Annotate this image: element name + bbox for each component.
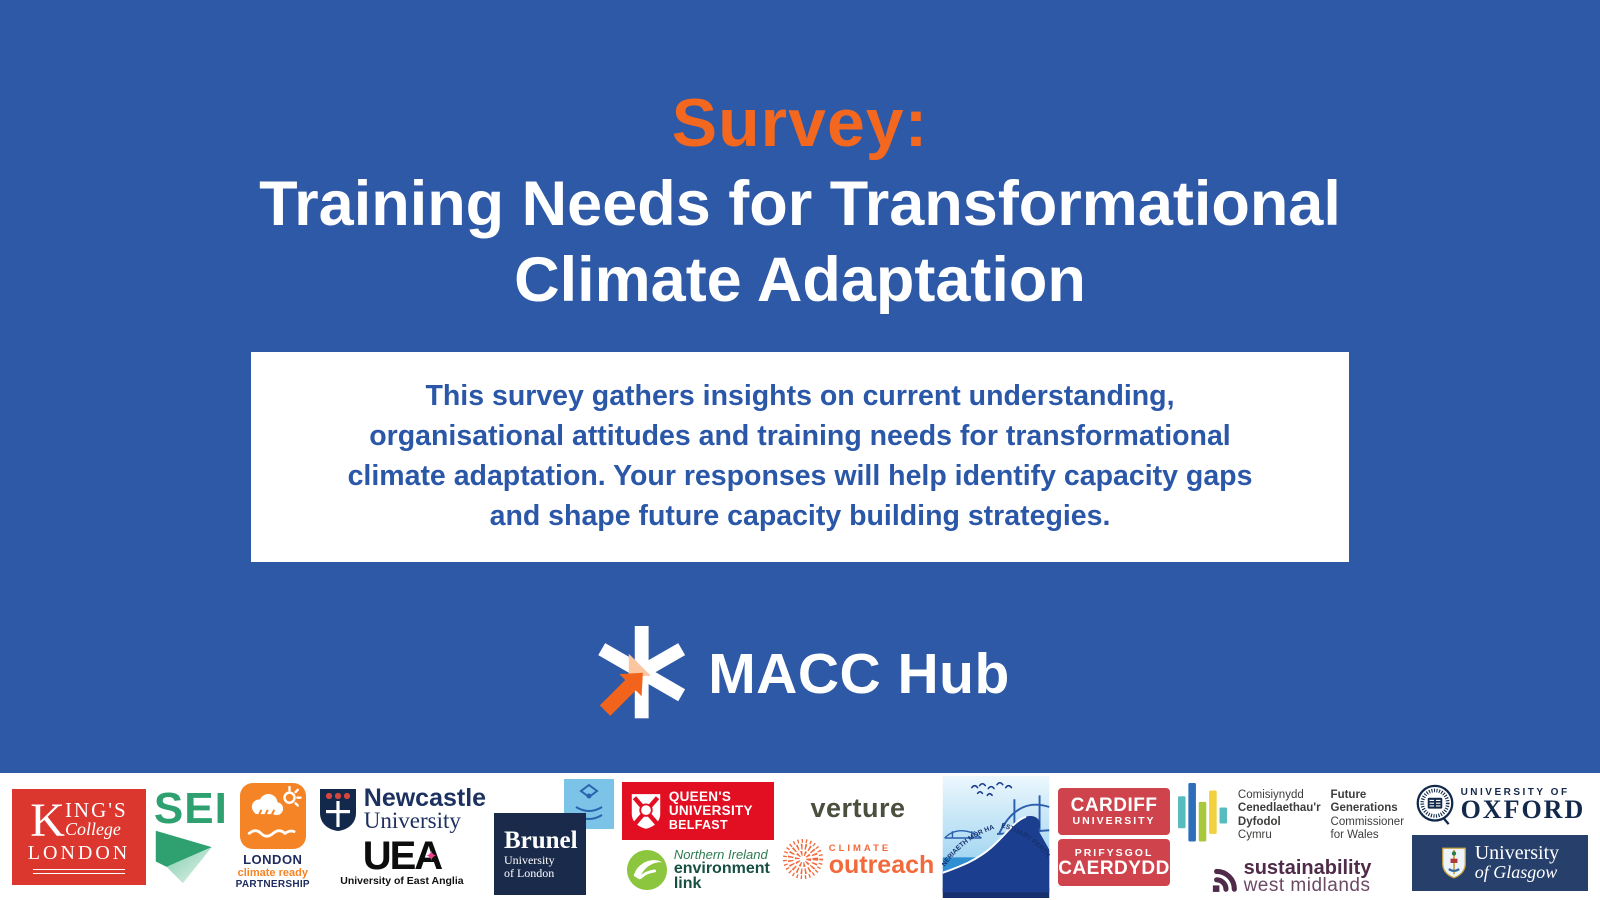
cardiff-university-word: UNIVERSITY <box>1072 814 1156 827</box>
newcastle-university-word: University <box>363 808 461 833</box>
survey-kicker: Survey: <box>671 85 929 161</box>
logo-newcastle-university: Newcastle University <box>318 784 487 833</box>
logo-column-newcastle-uea: Newcastle University UEA ✦ University of… <box>318 784 487 887</box>
glasgow-of-glasgow: of Glasgow <box>1474 862 1558 882</box>
niel-leaf-circle-icon <box>626 849 667 890</box>
brunel-navy-box: Brunel University of London <box>493 812 586 895</box>
sei-wordmark: SEI <box>153 783 228 833</box>
qub-shield-icon <box>631 794 661 829</box>
fgc-bars-icon <box>1177 782 1227 841</box>
description-line: This survey gathers insights on current … <box>425 380 1175 412</box>
page-title: Training Needs for Transformational Clim… <box>0 166 1600 318</box>
fgc-english-line: for Wales <box>1330 829 1379 841</box>
kcl-kings-line: K ING'S College <box>30 793 128 847</box>
logo-future-generations-commissioner: Comisiynydd Cenedlaethau'r Dyfodol Cymru… <box>1177 779 1405 853</box>
logo-university-of-oxford: UNIVERSITY OF OXFORD <box>1415 783 1586 827</box>
fgc-welsh-line: Cenedlaethau'r <box>1237 802 1321 814</box>
niel-northern-ireland: Northern Ireland <box>673 847 768 862</box>
glasgow-university-word: University <box>1474 842 1560 864</box>
swm-sustainability: sustainability <box>1243 856 1372 879</box>
logo-column-verture-climate-outreach: verture CLIMATE outreach <box>782 793 935 880</box>
oxford-name: OXFORD <box>1460 795 1586 824</box>
oxford-crest-icon <box>1416 784 1453 825</box>
logo-verture: verture <box>810 793 906 823</box>
kcl-double-rule <box>33 868 125 874</box>
cardiff-caerdydd: CAERDYDD <box>1058 857 1170 879</box>
cardiff-welsh-box: PRIFYSGOL CAERDYDD <box>1058 838 1171 886</box>
qub-university: UNIVERSITY <box>668 803 753 818</box>
fgc-english-line: Future <box>1330 788 1367 801</box>
logo-uea: UEA ✦ University of East Anglia <box>340 833 464 887</box>
logo-sustainability-west-midlands: sustainability west midlands <box>1211 856 1372 896</box>
fgc-english-line: Commissioner <box>1330 815 1405 828</box>
partner-logo-strip: K ING'S College LONDON SEI <box>0 773 1600 900</box>
oxford-university-of: UNIVERSITY OF <box>1460 787 1570 798</box>
logo-sei: SEI <box>153 783 228 885</box>
fgc-welsh-line: Comisiynydd <box>1237 788 1304 801</box>
logo-column-qub-niel: QUEEN'S UNIVERSITY BELFAST Northern Irel… <box>621 782 774 892</box>
niel-environment: environment <box>673 860 770 877</box>
logo-cardiff-university: CARDIFF UNIVERSITY PRIFYSGOL CAERDYDD <box>1058 787 1171 886</box>
cardiff-prifysgol: PRIFYSGOL <box>1074 846 1154 859</box>
logo-ni-environment-link: Northern Ireland environment link <box>626 847 770 892</box>
logo-queens-university-belfast: QUEEN'S UNIVERSITY BELFAST <box>621 782 774 840</box>
cardiff-name: CARDIFF <box>1070 794 1158 816</box>
description-line: climate adaptation. Your responses will … <box>347 460 1253 492</box>
kcl-london: LONDON <box>27 841 131 864</box>
logo-climate-outreach: CLIMATE outreach <box>782 838 935 880</box>
cardiff-english-box: CARDIFF UNIVERSITY <box>1058 787 1171 835</box>
sei-swoosh-icon <box>155 830 212 883</box>
lcrp-weather-map-icon <box>239 783 306 849</box>
fgc-welsh-text: Comisiynydd Cenedlaethau'r Dyfodol Cymru <box>1238 789 1321 843</box>
newcastle-name: Newcastle <box>363 784 487 812</box>
niel-link: link <box>673 875 702 892</box>
logo-university-of-glasgow: University of Glasgow <box>1411 834 1588 891</box>
description-line: organisational attitudes and training ne… <box>369 420 1231 452</box>
macc-hub-asterisk-icon <box>598 626 686 719</box>
climate-outreach-sunburst-icon <box>782 838 823 880</box>
climate-outreach-outreach: outreach <box>828 850 935 879</box>
severn-estuary-scene-icon: NERIAETH MÔR HAFREN ESTUARY PARTNE <box>942 775 1050 898</box>
kcl-red-box: K ING'S College LONDON <box>12 788 146 885</box>
newcastle-shield-icon <box>319 788 356 831</box>
logo-brunel-university: Brunel University of London <box>493 778 614 895</box>
qub-belfast: BELFAST <box>668 818 728 832</box>
swm-west-midlands: west midlands <box>1243 874 1371 896</box>
brand-name: MACC Hub <box>708 642 1010 706</box>
fgc-welsh-line: Cymru <box>1237 829 1272 841</box>
lcrp-climate-ready: climate ready <box>237 867 308 879</box>
swm-signal-icon <box>1212 868 1237 892</box>
uea-caption: University of East Anglia <box>340 874 464 887</box>
title-line-2: Climate Adaptation <box>514 245 1086 315</box>
lcrp-london: LONDON <box>243 852 303 867</box>
fgc-english-line: Generations <box>1330 802 1398 814</box>
kcl-letter-k: K <box>30 793 65 847</box>
fgc-welsh-line: Dyfodol <box>1237 815 1281 828</box>
logo-column-fgc-swm: Comisiynydd Cenedlaethau'r Dyfodol Cymru… <box>1177 779 1405 896</box>
logo-column-oxford-glasgow: UNIVERSITY OF OXFORD University of Glasg… <box>1411 783 1588 891</box>
description-card: This survey gathers insights on current … <box>251 352 1349 562</box>
lcrp-partnership: PARTNERSHIP <box>235 879 310 890</box>
uea-abbr: UEA <box>362 833 443 878</box>
climate-outreach-climate: CLIMATE <box>828 842 892 854</box>
qub-queens: QUEEN'S <box>668 789 732 804</box>
macc-hub-logo: MACC Hub <box>0 626 1600 722</box>
brunel-name: Brunel <box>503 826 578 854</box>
brunel-of-london: of London <box>503 865 555 880</box>
kcl-ings: ING'S <box>64 797 128 822</box>
title-line-1: Training Needs for Transformational <box>259 169 1341 239</box>
description-line: and shape future capacity building strat… <box>489 500 1111 532</box>
fgc-english-text: Future Generations Commissioner for Wale… <box>1331 789 1405 843</box>
uea-star-icon: ✦ <box>425 847 438 865</box>
logo-london-climate-ready-partnership: LONDON climate ready PARTNERSHIP <box>236 783 310 890</box>
brunel-university-word: University <box>503 852 555 867</box>
logo-severn-estuary-partnership: NERIAETH MÔR HAFREN ESTUARY PARTNE <box>942 775 1050 898</box>
logo-kings-college-london: K ING'S College LONDON <box>12 788 146 885</box>
glasgow-shield-icon <box>1441 847 1466 878</box>
kcl-college: College <box>64 818 121 839</box>
